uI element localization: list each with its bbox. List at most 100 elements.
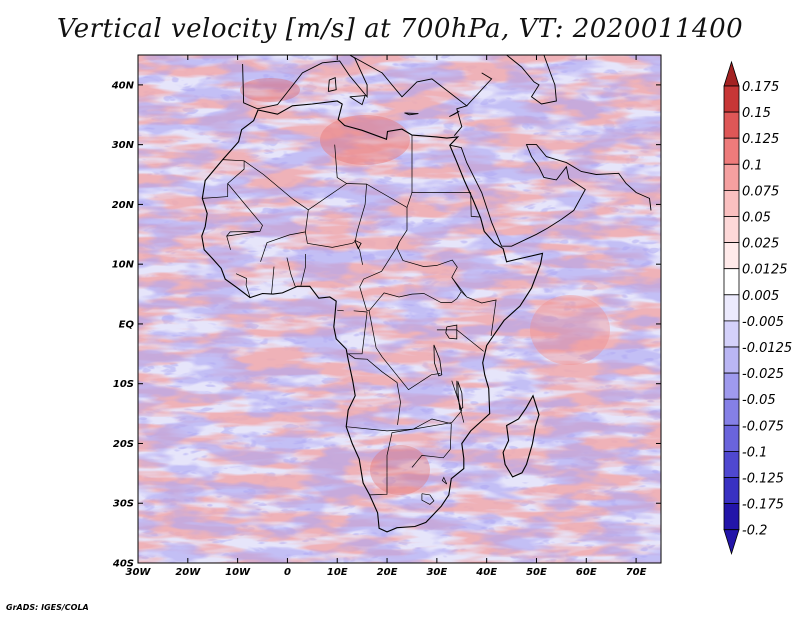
colorbar-box — [723, 477, 740, 505]
lake-outline — [445, 324, 458, 340]
velocity-field — [138, 55, 661, 563]
country-border — [348, 353, 401, 425]
lat-tick-label: 30S — [113, 499, 134, 510]
colorbar-label: 0.15 — [742, 106, 771, 121]
grads-credit: GrADS: IGES/COLA — [6, 603, 89, 612]
lon-tick-label: 20E — [377, 567, 398, 578]
colorbar-label: 0.0125 — [742, 263, 788, 278]
colorbar-bottom-arrow — [723, 529, 740, 556]
colorbar-top-arrow — [723, 60, 740, 87]
colorbar-label: 0.05 — [742, 211, 771, 226]
colorbar-label: -0.2 — [742, 524, 767, 539]
colorbar-box — [723, 346, 740, 374]
lon-tick-label: 30E — [426, 567, 447, 578]
country-border — [305, 231, 363, 265]
coastline-segment — [506, 55, 557, 105]
colorbar-label: -0.075 — [742, 419, 784, 434]
colorbar-label: -0.005 — [742, 315, 784, 330]
country-border — [354, 184, 367, 242]
colorbar-label: 0.125 — [742, 132, 779, 147]
country-border — [456, 380, 465, 423]
country-border — [271, 266, 275, 295]
colorbar-box — [723, 320, 740, 348]
country-border — [441, 476, 448, 485]
colorbar-box — [723, 189, 740, 217]
lat-tick-label: 10N — [112, 260, 135, 271]
colorbar-label: 0.175 — [742, 80, 779, 95]
country-border — [226, 230, 261, 250]
country-border — [369, 472, 388, 496]
colorbar-box — [723, 137, 740, 165]
lake-outline — [433, 344, 443, 377]
country-border — [402, 259, 467, 297]
colorbar-box — [723, 450, 740, 478]
colorbar-box — [723, 503, 740, 531]
coastline-segment — [466, 72, 493, 107]
coastline-segment — [449, 110, 460, 118]
lake-outline — [354, 239, 362, 250]
coastline-segment — [238, 0, 258, 16]
lon-tick-label: 20W — [175, 567, 201, 578]
colorbar-label: 0.1 — [742, 158, 763, 173]
colorbar-label: -0.1 — [742, 445, 767, 460]
lat-tick-label: 30N — [112, 140, 135, 151]
country-border — [337, 309, 344, 312]
country-border — [235, 273, 251, 298]
colorbar-label: -0.125 — [742, 472, 784, 487]
country-border — [243, 160, 309, 262]
map-frame — [137, 54, 662, 564]
country-border — [300, 254, 306, 286]
africa-coastline — [201, 100, 544, 533]
colorbar-box — [723, 242, 740, 270]
lon-tick-label: 60E — [576, 567, 597, 578]
lon-tick-label: 30W — [126, 567, 152, 578]
coastlines — [201, 0, 652, 533]
lat-tick-label: 20N — [112, 200, 135, 211]
colorbar-box — [723, 372, 740, 400]
coastline-segment — [349, 95, 366, 106]
colorbar-label: -0.0125 — [742, 341, 792, 356]
colorbar-box — [723, 424, 740, 452]
colorbar-label: 0.075 — [742, 184, 779, 199]
colorbar-box — [723, 294, 740, 322]
lat-tick-label: 10S — [113, 379, 134, 390]
country-border — [421, 493, 435, 505]
lon-tick-label: 10W — [225, 567, 251, 578]
lon-tick-label: 50E — [526, 567, 547, 578]
axis-ticks: 30W 20W 10W 0 10E 20E 30E 40E 50E 60E 70E 40N 30N 20N… — [111, 55, 661, 578]
colorbar-box — [723, 163, 740, 191]
country-border — [406, 135, 413, 208]
colorbar: 0.175 0.15 0.125 0.1 0.075 0.05 0.025 0.0125 0.0… — [723, 60, 792, 556]
lat-tick-label: 40N — [111, 80, 135, 91]
coastline-segment — [449, 144, 652, 247]
colorbar-box — [723, 268, 740, 296]
colorbar-box — [723, 111, 740, 139]
colorbar-label: 0.005 — [742, 289, 779, 304]
country-border — [470, 192, 480, 218]
country-border — [411, 418, 452, 468]
country-border — [347, 310, 368, 355]
colorbar-label: 0.025 — [742, 237, 779, 252]
coastline-segment — [242, 55, 468, 136]
lat-tick-label: 20S — [113, 439, 134, 450]
chart-title: Vertical velocity [m/s] at 700hPa, VT: 2… — [56, 14, 744, 44]
coastline-segment — [327, 77, 337, 92]
lon-tick-label: 40E — [475, 567, 497, 578]
lon-tick-label: 10E — [327, 567, 348, 578]
lat-tick-label: 40S — [112, 559, 134, 570]
lon-tick-label: 0 — [284, 567, 291, 578]
country-border — [368, 310, 441, 391]
colorbar-box — [723, 398, 740, 426]
country-border — [202, 159, 245, 199]
country-border — [286, 257, 296, 288]
colorbar-label: -0.05 — [742, 393, 776, 408]
country-border — [359, 241, 400, 312]
lon-tick-label: 70E — [626, 567, 647, 578]
lat-tick-label: EQ — [119, 319, 135, 330]
country-border — [308, 183, 347, 211]
country-border — [346, 380, 463, 432]
colorbar-box — [723, 216, 740, 244]
country-border — [368, 291, 462, 312]
coastline-segment — [404, 112, 419, 116]
